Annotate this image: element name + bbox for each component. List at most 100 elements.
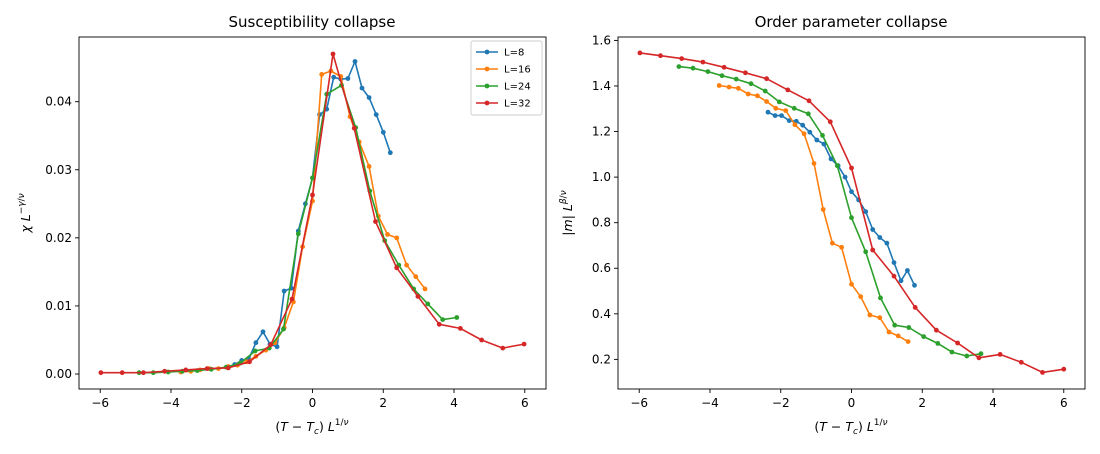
data-point — [827, 119, 833, 125]
data-point — [700, 59, 706, 65]
data-point — [765, 109, 771, 115]
data-point — [964, 353, 970, 359]
data-point — [352, 59, 358, 64]
data-point — [877, 235, 883, 240]
data-point — [440, 317, 446, 322]
data-point — [479, 337, 484, 343]
y-tick-label: 0.04 — [45, 95, 72, 109]
plot-area: −6 −4 −2 0 2 4 6 0.00 0.01 0.02 0.03 0.04 — [45, 36, 547, 410]
y-axis-label: |m| Lβ/ν — [559, 190, 575, 235]
data-point — [772, 113, 778, 118]
series-l-16 — [178, 68, 428, 375]
data-point — [976, 355, 982, 361]
data-point — [870, 227, 876, 232]
data-point — [274, 344, 280, 350]
x-tick-label: 2 — [379, 396, 387, 410]
y-tick-label: 0.02 — [45, 231, 72, 245]
legend-label: L=8 — [504, 48, 524, 59]
data-point — [1040, 370, 1045, 375]
x-tick-label: −4 — [162, 396, 180, 410]
legend-marker — [484, 83, 490, 89]
data-point — [413, 274, 419, 280]
y-tick-label: 0.8 — [592, 216, 611, 230]
y-tick-label: 1.2 — [592, 125, 611, 139]
data-point — [1018, 359, 1024, 365]
data-point — [811, 161, 817, 166]
data-point — [260, 329, 266, 335]
data-point — [373, 219, 378, 224]
data-point — [252, 348, 258, 354]
data-point — [912, 282, 917, 288]
data-point — [935, 341, 941, 346]
y-tick-label: 1.6 — [592, 33, 611, 47]
data-point — [345, 76, 351, 81]
y-tick-label: 0.2 — [592, 352, 611, 366]
x-tick-label: 4 — [989, 396, 997, 410]
data-point — [934, 327, 939, 333]
y-tick-label: 1.4 — [592, 79, 611, 93]
order-parameter-panel: Order parameter collapse −6 −4 −2 0 2 4 6 0.2 0.… — [559, 13, 1086, 437]
data-point — [373, 112, 379, 117]
data-point — [748, 81, 754, 87]
data-point — [394, 265, 400, 271]
series-line — [639, 52, 1064, 374]
data-point — [385, 232, 390, 237]
x-axis-label: (T − Tc) L1/ν — [814, 418, 887, 437]
data-point — [637, 50, 643, 56]
x-tick-label: −2 — [233, 396, 251, 410]
data-point — [719, 73, 725, 79]
legend-item: L=24 — [476, 82, 531, 93]
data-point — [801, 131, 807, 137]
data-point — [884, 240, 890, 246]
data-point — [1061, 366, 1067, 372]
data-point — [839, 244, 844, 250]
data-point — [878, 295, 883, 301]
data-point — [905, 339, 911, 344]
data-point — [394, 235, 400, 241]
data-point — [281, 288, 287, 294]
x-tick-label: 6 — [1060, 396, 1068, 410]
legend-label: L=32 — [504, 99, 531, 110]
series-l-24 — [676, 64, 984, 359]
series-line — [678, 65, 982, 357]
data-point — [726, 84, 732, 90]
series-line — [719, 84, 909, 343]
legend-item: L=16 — [476, 65, 531, 76]
data-point — [842, 174, 848, 180]
x-axis-label: (T − Tc) L1/ν — [275, 418, 348, 437]
data-point — [658, 53, 663, 59]
series-l-8 — [765, 109, 917, 288]
data-point — [800, 122, 806, 128]
series-line — [767, 111, 916, 286]
data-point — [776, 99, 782, 105]
legend-label: L=16 — [504, 65, 531, 76]
data-point — [225, 365, 231, 371]
data-point — [268, 342, 274, 348]
data-point — [807, 129, 813, 135]
data-point — [679, 56, 685, 61]
data-point — [978, 351, 984, 357]
data-point — [895, 333, 901, 339]
data-point — [436, 321, 442, 327]
data-point — [921, 334, 927, 339]
legend-label: L=24 — [504, 82, 531, 93]
data-point — [814, 137, 820, 143]
data-point — [721, 64, 727, 70]
data-point — [905, 268, 910, 273]
data-point — [676, 64, 682, 69]
series-l-16 — [716, 83, 911, 344]
legend-box — [470, 40, 543, 116]
x-tick-label: −6 — [91, 396, 109, 410]
y-tick-label: 1.0 — [592, 170, 611, 184]
data-point — [792, 122, 798, 128]
data-point — [820, 133, 825, 138]
x-tick-label: 4 — [450, 396, 458, 410]
legend-item: L=8 — [476, 48, 524, 59]
data-point — [834, 163, 840, 169]
x-tick-label: 0 — [309, 396, 317, 410]
x-tick-label: −4 — [701, 396, 719, 410]
y-tick-label: 0.4 — [592, 307, 611, 321]
data-point — [849, 281, 854, 287]
